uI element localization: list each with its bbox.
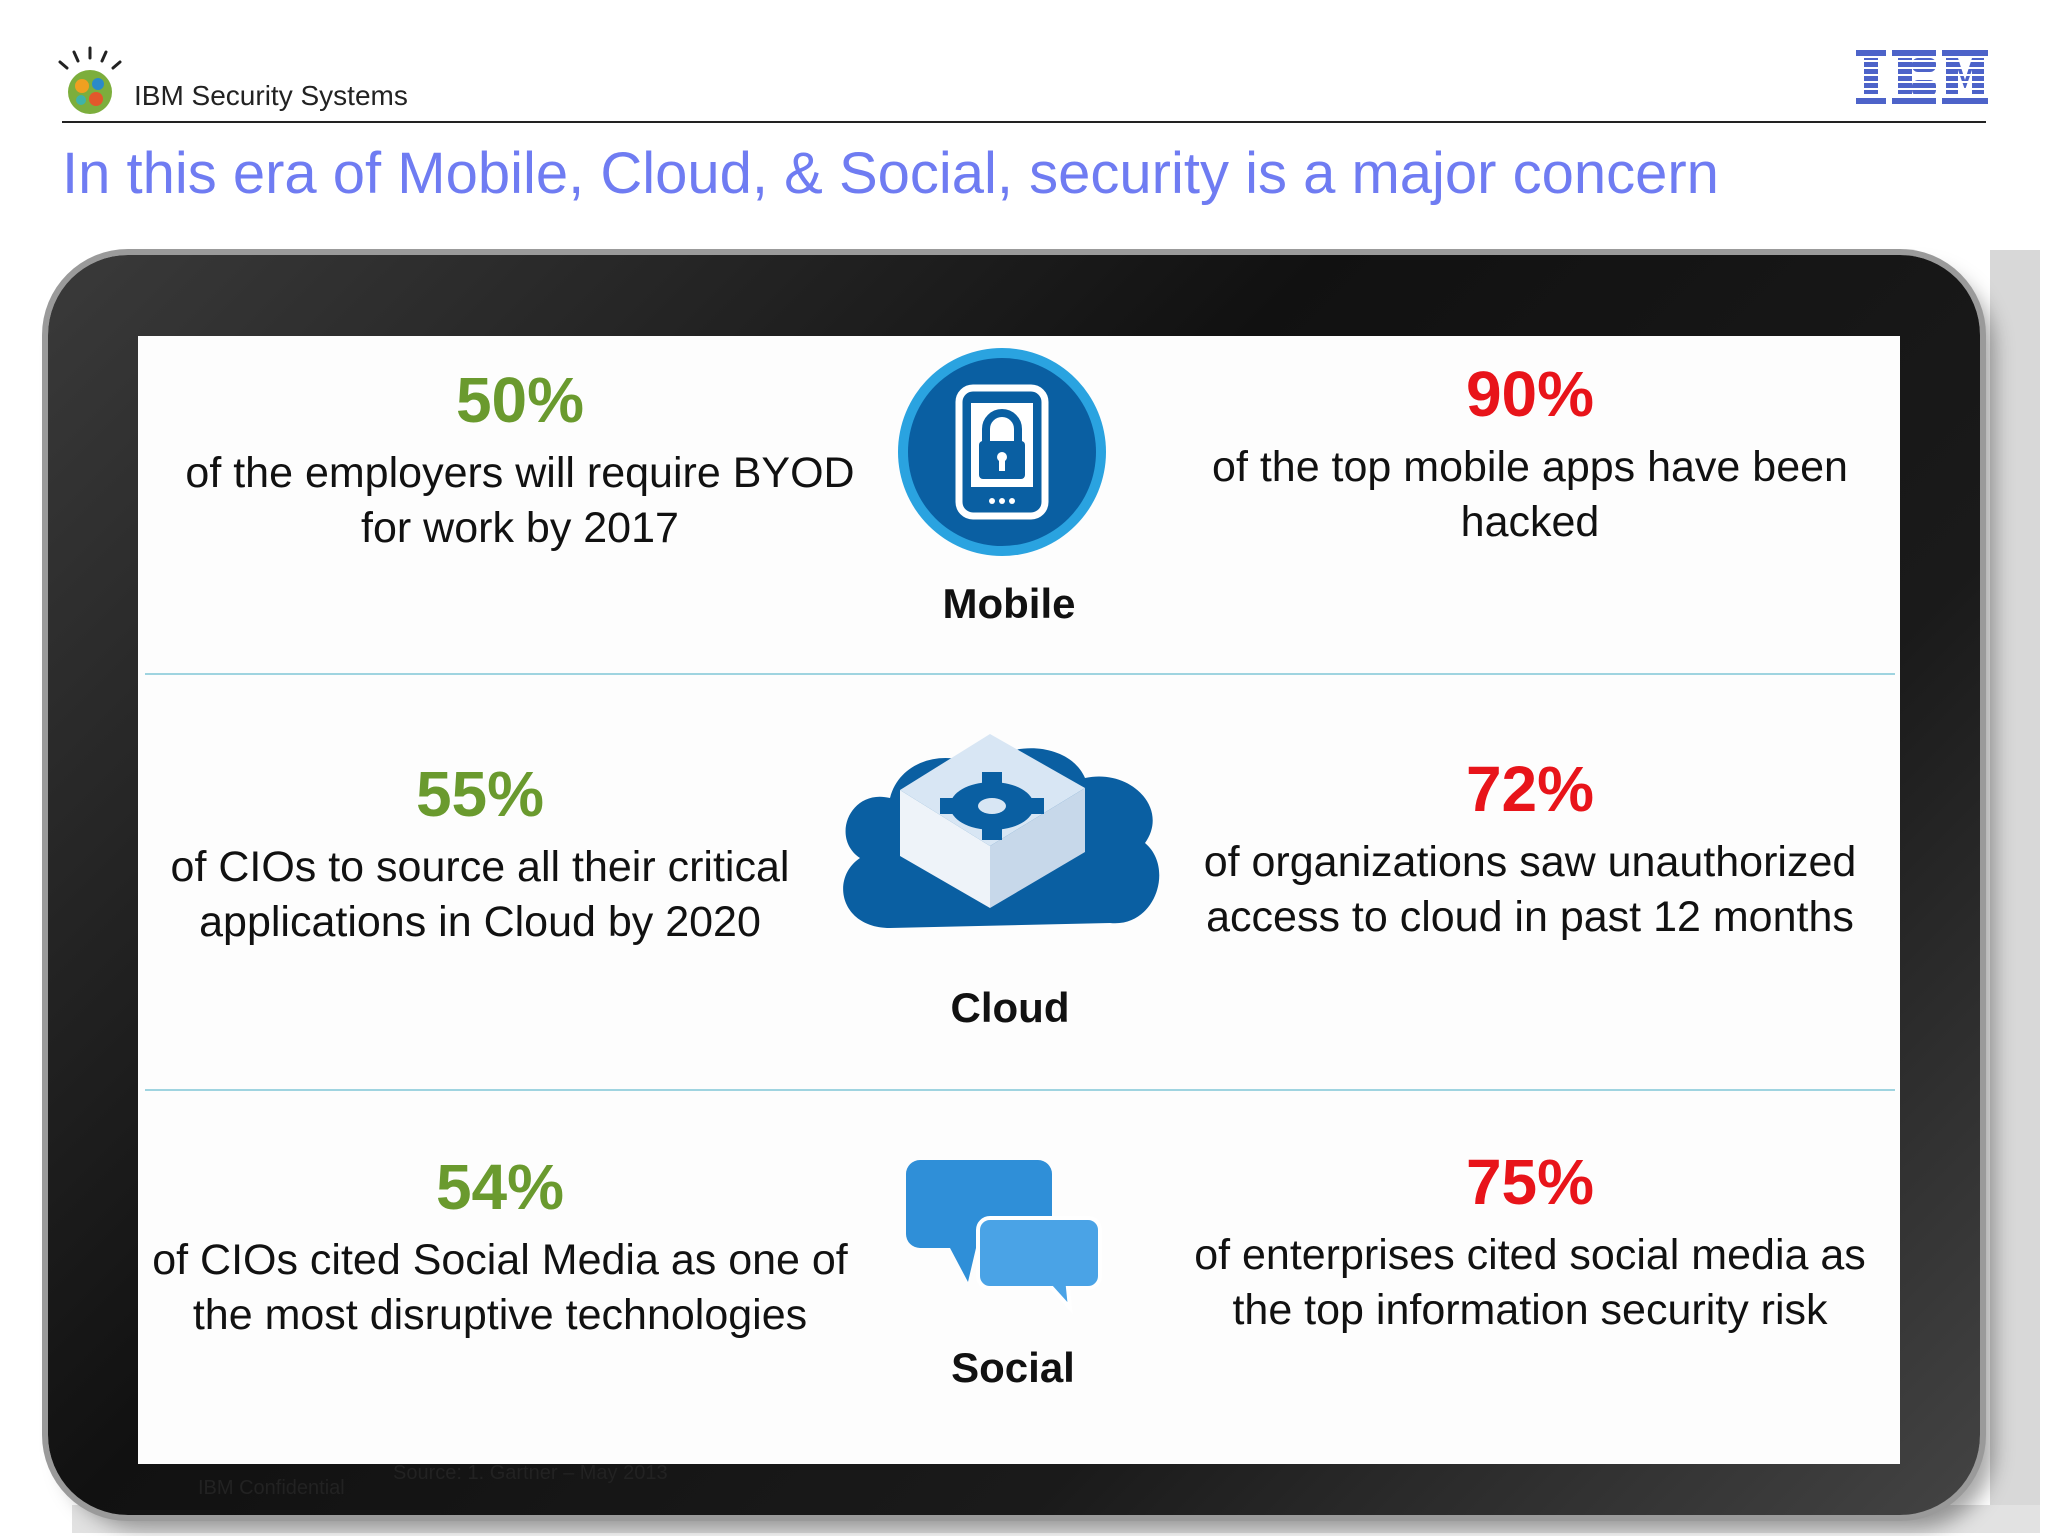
ibm-logo (1856, 50, 1988, 104)
smarter-planet-logo (58, 46, 122, 114)
stat-description: of enterprises cited social media as the… (1194, 1231, 1866, 1334)
row-divider (145, 1089, 1895, 1091)
stat-social-left: 54% of CIOs cited Social Media as one of… (140, 1155, 860, 1343)
source-note: Source: 1. Gartner – May 2013 (393, 1462, 668, 1484)
stat-percent: 55% (415, 758, 545, 830)
stat-percent: 54% (435, 1151, 565, 1223)
padlock-tablet-icon (898, 348, 1106, 556)
stat-cloud-left: 55% of CIOs to source all their critical… (140, 762, 820, 950)
stat-social-right: 75% of enterprises cited social media as… (1160, 1150, 1900, 1338)
stat-description: of CIOs cited Social Media as one of the… (152, 1236, 848, 1339)
brand-name: IBM Security Systems (134, 80, 408, 111)
page-title: In this era of Mobile, Cloud, & Social, … (62, 141, 1719, 206)
stat-mobile-left: 50% of the employers will require BYOD f… (150, 368, 890, 556)
stat-description: of CIOs to source all their critical app… (170, 843, 790, 946)
stat-mobile-right: 90% of the top mobile apps have been hac… (1170, 362, 1890, 550)
tablet-shadow-right (1990, 250, 2040, 1530)
cloud-gear-icon (843, 734, 1160, 928)
stat-percent: 50% (455, 364, 585, 436)
stat-description: of the employers will require BYOD for w… (185, 449, 855, 552)
stat-percent: 75% (1465, 1146, 1595, 1218)
header-rule (62, 121, 1986, 123)
stat-description: of organizations saw unauthorized access… (1203, 838, 1857, 941)
stat-percent: 90% (1465, 358, 1595, 430)
category-label-cloud: Cloud (950, 984, 1070, 1031)
stat-cloud-right: 72% of organizations saw unauthorized ac… (1170, 757, 1890, 945)
row-divider (145, 673, 1895, 675)
stat-description: of the top mobile apps have been hacked (1212, 443, 1848, 546)
speech-bubbles-icon (906, 1160, 1102, 1314)
category-label-social: Social (951, 1344, 1075, 1391)
stat-percent: 72% (1465, 753, 1595, 825)
confidential-label: IBM Confidential (198, 1477, 345, 1499)
category-label-mobile: Mobile (942, 580, 1076, 627)
